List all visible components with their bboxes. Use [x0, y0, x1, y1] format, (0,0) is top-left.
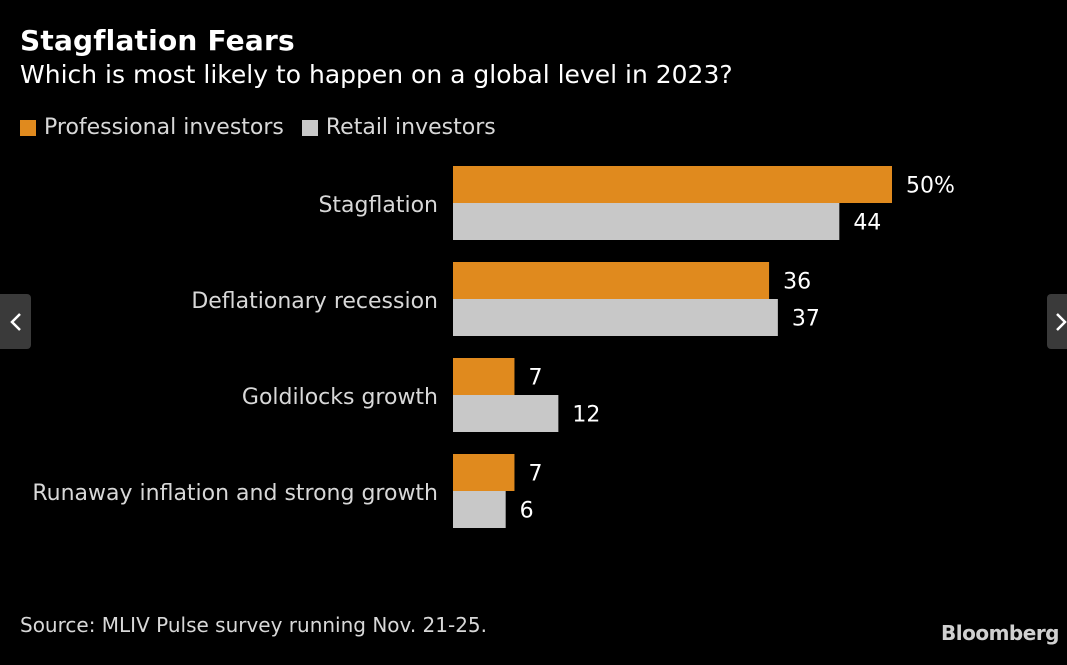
legend-label-professional: Professional investors: [44, 115, 284, 140]
previous-button[interactable]: [0, 294, 31, 349]
bar-professional-runaway-inflation-and-strong-growth: [453, 454, 515, 491]
category-label-goldilocks-growth: Goldilocks growth: [242, 385, 438, 410]
bar-retail-stagflation: [453, 203, 840, 240]
chart-subtitle: Which is most likely to happen on a glob…: [20, 60, 733, 89]
legend: Professional investors Retail investors: [20, 115, 514, 140]
legend-item-retail: Retail investors: [301, 115, 496, 140]
value-label-professional-goldilocks-growth: 7: [528, 366, 542, 391]
value-label-retail-stagflation: 44: [853, 211, 881, 236]
bar-retail-goldilocks-growth: [453, 395, 559, 432]
bar-retail-runaway-inflation-and-strong-growth: [453, 491, 506, 528]
legend-item-professional: Professional investors: [20, 115, 284, 140]
bar-professional-goldilocks-growth: [453, 358, 515, 395]
category-label-deflationary-recession: Deflationary recession: [191, 289, 438, 314]
bar-professional-deflationary-recession: [453, 262, 770, 299]
next-button[interactable]: [1047, 294, 1067, 349]
category-label-stagflation: Stagflation: [318, 193, 438, 218]
value-label-professional-stagflation: 50%: [906, 174, 955, 199]
chart-title: Stagflation Fears: [20, 24, 295, 57]
bloomberg-logo: Bloomberg: [941, 621, 1059, 645]
value-label-professional-runaway-inflation-and-strong-growth: 7: [528, 462, 542, 487]
value-label-retail-goldilocks-growth: 12: [572, 403, 600, 428]
value-label-professional-deflationary-recession: 36: [783, 270, 811, 295]
category-label-runaway-inflation-and-strong-growth: Runaway inflation and strong growth: [32, 481, 438, 506]
chevron-right-icon: [1056, 312, 1067, 331]
legend-swatch-retail: [301, 119, 318, 136]
bar-chart: Stagflation 50% 44 Deflationary recession 36…: [32, 166, 955, 528]
value-label-retail-runaway-inflation-and-strong-growth: 6: [520, 499, 534, 524]
source-note: Source: MLIV Pulse survey running Nov. 2…: [20, 613, 488, 637]
chevron-left-icon: [9, 312, 21, 331]
bar-retail-deflationary-recession: [453, 299, 778, 336]
value-label-retail-deflationary-recession: 37: [792, 307, 820, 332]
legend-label-retail: Retail investors: [325, 115, 496, 140]
legend-swatch-professional: [20, 119, 36, 136]
bar-professional-stagflation: [453, 166, 892, 203]
